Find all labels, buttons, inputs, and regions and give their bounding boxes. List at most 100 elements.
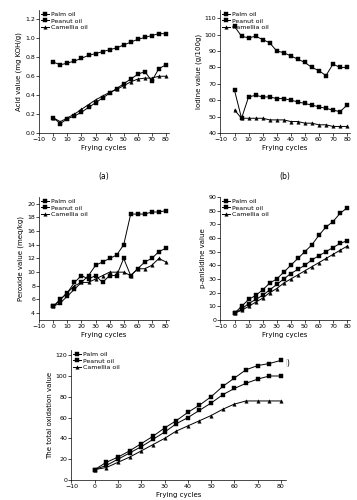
Palm oil bbox=[157, 209, 161, 215]
Palm oil bbox=[232, 24, 237, 30]
Peanut oil bbox=[261, 94, 265, 100]
Palm oil bbox=[331, 218, 335, 224]
Line: Peanut oil: Peanut oil bbox=[52, 246, 167, 308]
Palm oil bbox=[338, 64, 342, 70]
Camellia oil bbox=[143, 75, 147, 81]
Camellia oil bbox=[136, 266, 140, 272]
Palm oil bbox=[164, 208, 168, 214]
Palm oil bbox=[116, 454, 120, 460]
Camellia oil bbox=[296, 272, 300, 278]
Palm oil bbox=[58, 300, 62, 306]
Peanut oil bbox=[282, 276, 286, 282]
Legend: Palm oil, Peanut oil, Camellia oil: Palm oil, Peanut oil, Camellia oil bbox=[41, 11, 88, 30]
Palm oil bbox=[275, 276, 279, 282]
Peanut oil bbox=[232, 386, 237, 392]
Camellia oil bbox=[121, 82, 126, 88]
Camellia oil bbox=[164, 73, 168, 79]
Camellia oil bbox=[121, 269, 126, 275]
Camellia oil bbox=[65, 290, 70, 296]
Line: Palm oil: Palm oil bbox=[233, 206, 349, 315]
Peanut oil bbox=[246, 300, 251, 306]
Peanut oil bbox=[253, 92, 258, 98]
Peanut oil bbox=[107, 90, 112, 96]
Camellia oil bbox=[51, 304, 55, 310]
Palm oil bbox=[100, 48, 105, 54]
Palm oil bbox=[94, 50, 98, 56]
Peanut oil bbox=[65, 116, 70, 122]
Peanut oil bbox=[174, 421, 178, 427]
Peanut oil bbox=[58, 120, 62, 126]
Peanut oil bbox=[317, 253, 321, 259]
Text: (a): (a) bbox=[99, 172, 109, 182]
Camellia oil bbox=[267, 398, 271, 404]
Peanut oil bbox=[246, 94, 251, 100]
Peanut oil bbox=[100, 95, 105, 101]
Palm oil bbox=[127, 448, 132, 454]
Palm oil bbox=[317, 232, 321, 238]
Peanut oil bbox=[104, 462, 109, 468]
Camellia oil bbox=[162, 436, 167, 442]
Camellia oil bbox=[324, 122, 328, 128]
Peanut oil bbox=[296, 99, 300, 105]
Palm oil bbox=[267, 360, 271, 366]
Palm oil bbox=[310, 242, 314, 248]
Peanut oil bbox=[129, 76, 133, 82]
Palm oil bbox=[253, 33, 258, 39]
Peanut oil bbox=[72, 113, 77, 119]
Peanut oil bbox=[324, 248, 328, 254]
Peanut oil bbox=[209, 400, 213, 406]
Camellia oil bbox=[58, 296, 62, 302]
Camellia oil bbox=[186, 423, 190, 429]
Peanut oil bbox=[303, 262, 307, 268]
Peanut oil bbox=[136, 72, 140, 78]
X-axis label: Frying cycles: Frying cycles bbox=[262, 145, 308, 151]
Peanut oil bbox=[296, 266, 300, 272]
Palm oil bbox=[310, 64, 314, 70]
Camellia oil bbox=[164, 259, 168, 265]
Camellia oil bbox=[282, 280, 286, 286]
Line: Peanut oil: Peanut oil bbox=[52, 63, 167, 126]
Y-axis label: The total oxidation value: The total oxidation value bbox=[47, 372, 53, 458]
Palm oil bbox=[232, 310, 237, 316]
Camellia oil bbox=[240, 308, 244, 314]
Palm oil bbox=[100, 259, 105, 265]
Line: Palm oil: Palm oil bbox=[93, 358, 283, 472]
Palm oil bbox=[107, 46, 112, 52]
Palm oil bbox=[92, 466, 97, 472]
Palm oil bbox=[331, 61, 335, 67]
Palm oil bbox=[121, 242, 126, 248]
Camellia oil bbox=[240, 116, 244, 121]
Peanut oil bbox=[338, 108, 342, 114]
Camellia oil bbox=[232, 107, 237, 113]
Palm oil bbox=[279, 358, 283, 364]
X-axis label: Frying cycles: Frying cycles bbox=[81, 332, 127, 338]
Camellia oil bbox=[261, 295, 265, 301]
Line: Palm oil: Palm oil bbox=[52, 209, 167, 308]
Camellia oil bbox=[94, 97, 98, 103]
Peanut oil bbox=[157, 66, 161, 71]
Camellia oil bbox=[310, 264, 314, 270]
Peanut oil bbox=[317, 104, 321, 110]
Peanut oil bbox=[157, 248, 161, 254]
Peanut oil bbox=[86, 276, 91, 282]
Palm oil bbox=[253, 292, 258, 298]
Peanut oil bbox=[197, 408, 202, 414]
Camellia oil bbox=[246, 116, 251, 121]
Peanut oil bbox=[289, 97, 293, 103]
Palm oil bbox=[72, 58, 77, 64]
Peanut oil bbox=[324, 106, 328, 112]
Palm oil bbox=[143, 34, 147, 40]
Palm oil bbox=[345, 205, 349, 211]
Camellia oil bbox=[261, 116, 265, 121]
Peanut oil bbox=[240, 116, 244, 121]
Palm oil bbox=[303, 60, 307, 66]
Camellia oil bbox=[296, 118, 300, 124]
Palm oil bbox=[86, 52, 91, 59]
Peanut oil bbox=[232, 310, 237, 316]
Palm oil bbox=[65, 60, 70, 66]
Camellia oil bbox=[86, 102, 91, 107]
Camellia oil bbox=[253, 116, 258, 121]
Camellia oil bbox=[282, 117, 286, 123]
Palm oil bbox=[139, 440, 144, 446]
Palm oil bbox=[267, 280, 272, 286]
